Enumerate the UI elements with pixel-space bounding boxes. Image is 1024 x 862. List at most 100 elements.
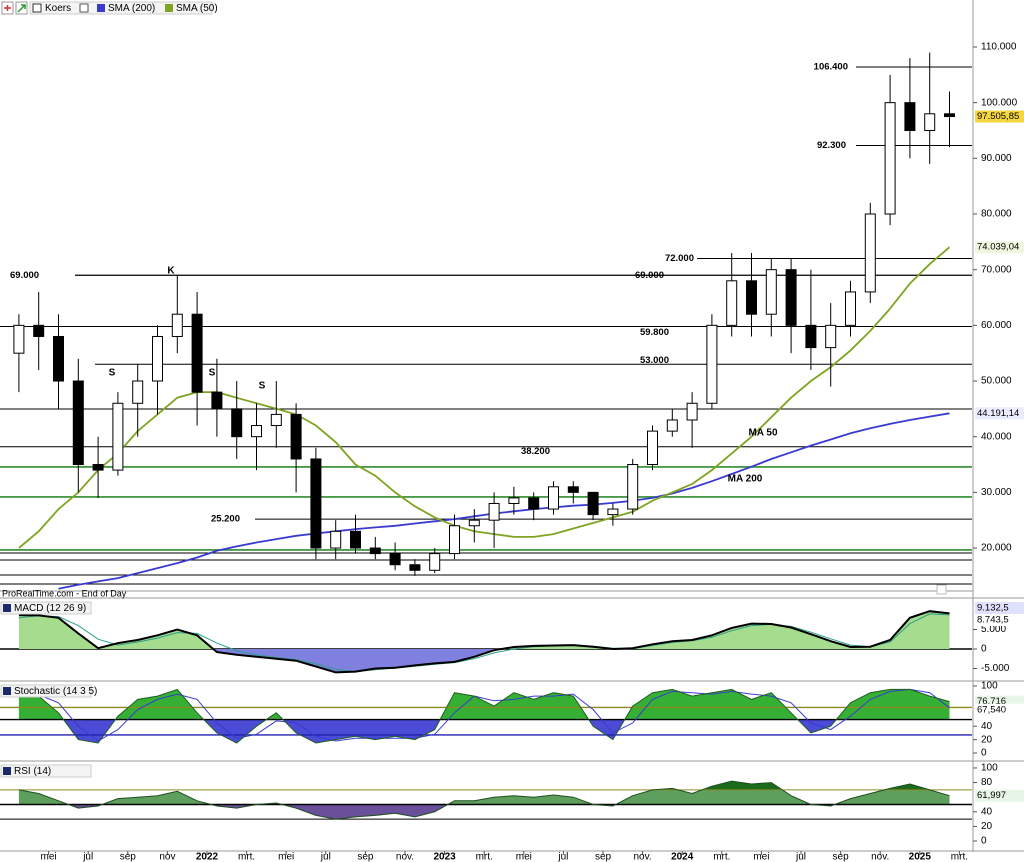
info-icon[interactable] <box>936 584 947 595</box>
y-tick-label: 20 <box>981 734 993 745</box>
x-tick-label: nov. <box>396 852 414 862</box>
candle-body <box>290 413 302 460</box>
value-box <box>975 602 1024 614</box>
level-label: 106.400 <box>814 62 848 73</box>
x-tick-label: sep <box>357 852 374 862</box>
candle-body <box>350 530 361 549</box>
candle-body <box>171 313 183 337</box>
value-box <box>975 241 1024 254</box>
x-tick-label: 2022 <box>196 852 219 862</box>
y-tick-label: 0 <box>981 748 987 759</box>
x-tick-label: 2025 <box>909 852 932 862</box>
candle-body <box>270 413 282 427</box>
x-tick-label: jul <box>82 852 93 862</box>
x-tick-label: mrt. <box>951 852 968 862</box>
candle-body <box>13 324 25 354</box>
annotation: S <box>109 368 116 379</box>
value-label: 76,716 <box>977 696 1006 707</box>
candle-body <box>152 335 163 382</box>
value-label: 74.039,04 <box>977 242 1019 253</box>
sma-line <box>18 246 951 549</box>
level-label: 25.200 <box>211 514 240 525</box>
y-tick-label: 0 <box>981 836 987 847</box>
y-tick-label: 70.000 <box>981 264 1012 275</box>
value-label: 9.132,5 <box>977 603 1009 614</box>
candle-body <box>33 324 45 337</box>
toolbar-icon-glyph <box>4 5 11 11</box>
y-tick-label: 90.000 <box>981 153 1012 164</box>
annotation: S <box>209 368 216 379</box>
y-tick-label: 40.000 <box>981 431 1012 442</box>
candle-body <box>310 458 322 549</box>
y-tick-label: 110.000 <box>981 42 1017 53</box>
value-label: 61,997 <box>977 790 1006 801</box>
panel-title-box <box>0 601 92 615</box>
value-box <box>975 407 1024 420</box>
level-label: 69.000 <box>635 270 664 281</box>
candle-body <box>825 324 837 349</box>
y-tick-label: 80 <box>981 777 993 788</box>
candle-body <box>53 335 64 382</box>
candle-body <box>587 491 599 516</box>
y-tick-label: 100 <box>981 681 998 692</box>
candle-body <box>429 553 441 571</box>
level-label: 59.800 <box>640 327 669 338</box>
value-box <box>975 614 1024 626</box>
candle-body <box>647 430 658 466</box>
candle-body <box>369 547 381 555</box>
candle-body <box>884 102 896 215</box>
candle-body <box>72 380 84 466</box>
candle-body <box>706 324 718 404</box>
annotation: S <box>259 381 266 392</box>
panel-icon <box>3 767 11 775</box>
candle-body <box>92 464 104 471</box>
y-tick-label: 60.000 <box>981 320 1012 331</box>
legend-label: SMA (200) <box>108 3 155 14</box>
candle-body <box>666 419 678 432</box>
x-tick-label: mrt. <box>713 852 730 862</box>
y-tick-label: 20.000 <box>981 543 1012 554</box>
value-box <box>975 110 1024 123</box>
panel-title-box <box>0 764 92 778</box>
value-label: 8.743,5 <box>977 615 1009 626</box>
legend-swatch <box>165 4 173 12</box>
panel-icon <box>3 687 11 695</box>
x-tick-label: mrt. <box>238 852 255 862</box>
candle-body <box>449 525 460 555</box>
candle-body <box>805 324 817 349</box>
y-tick-label: -5.000 <box>981 663 1010 674</box>
panel-title: MACD (12 26 9) <box>14 603 86 614</box>
candle-body <box>251 425 262 438</box>
candle-body <box>746 280 757 315</box>
panel-title: Stochastic (14 3 5) <box>14 686 97 697</box>
x-tick-label: 2024 <box>671 852 694 862</box>
legend-icon <box>79 3 89 13</box>
stoch-k-line <box>18 688 950 744</box>
legend-label: SMA (50) <box>176 3 218 14</box>
x-tick-label: mrt. <box>476 852 493 862</box>
stoch-d-line <box>18 688 950 742</box>
x-tick-label: nov. <box>634 852 652 862</box>
value-label: 97.505,85 <box>977 111 1019 122</box>
candle-body <box>726 280 738 326</box>
macd-area <box>18 611 950 649</box>
macd-area <box>18 648 950 673</box>
annotation: K <box>167 266 175 277</box>
candle-body <box>112 402 124 471</box>
candle-body <box>864 213 876 293</box>
candle-body <box>528 497 540 510</box>
y-tick-label: 5.000 <box>981 624 1006 635</box>
x-tick-label: sep <box>595 852 612 862</box>
candle-body <box>765 269 777 315</box>
candle-body <box>330 530 342 549</box>
y-tick-label: 50.000 <box>981 376 1012 387</box>
x-tick-label: nov <box>159 852 175 862</box>
level-label: 38.200 <box>521 446 550 457</box>
rsi-line <box>18 780 950 820</box>
x-tick-label: mei <box>278 852 294 862</box>
panel-icon <box>3 604 11 612</box>
toolbar-icon-glyph <box>17 4 26 13</box>
x-tick-label: jul <box>795 852 806 862</box>
